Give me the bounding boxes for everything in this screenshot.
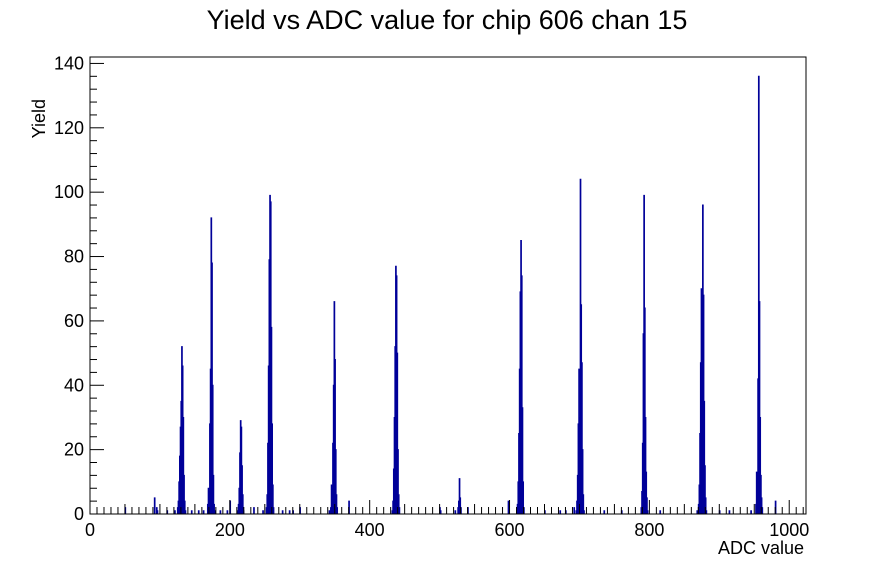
histogram-bin-89 xyxy=(458,478,461,514)
histogram-bin-61 xyxy=(328,510,331,514)
y-tick-label: 20 xyxy=(64,440,84,460)
histogram-bin-18 xyxy=(190,510,193,514)
x-tick-label: 200 xyxy=(215,520,245,540)
histogram-bin-155 xyxy=(758,301,761,514)
histogram-bin-29 xyxy=(212,474,215,514)
histogram-bin-80 xyxy=(396,352,399,514)
y-axis-label: Yield xyxy=(29,99,49,138)
histogram-bin-16 xyxy=(183,500,186,514)
y-tick-label: 40 xyxy=(64,375,84,395)
histogram-bin-102 xyxy=(521,407,524,514)
histogram-bin-58 xyxy=(288,510,291,514)
histogram-bin-86 xyxy=(454,510,457,514)
histogram-bin-69 xyxy=(334,449,337,514)
y-tick-label: 80 xyxy=(64,247,84,267)
histogram-bin-28 xyxy=(211,384,214,514)
histogram-bin-149 xyxy=(750,510,752,514)
x-tick-label: 1000 xyxy=(769,520,809,540)
histogram-bin-128 xyxy=(643,307,646,514)
histogram-bin-120 xyxy=(583,510,585,514)
histogram-bin-156 xyxy=(759,416,762,514)
histogram-bin-129 xyxy=(644,416,647,514)
x-axis-label: ADC value xyxy=(718,538,804,558)
histogram-bin-44 xyxy=(253,507,255,514)
histogram-bin-158 xyxy=(760,497,763,514)
histogram-bin-146 xyxy=(705,510,708,514)
histogram-bin-130 xyxy=(645,471,648,514)
histogram-bin-57 xyxy=(281,510,284,514)
histogram-bin-32 xyxy=(219,510,222,514)
histogram-bin-70 xyxy=(335,494,338,514)
histogram-bin-151 xyxy=(755,471,758,514)
histogram-bin-3 xyxy=(156,510,159,514)
histogram-bin-157 xyxy=(760,474,762,514)
histogram-bin-159 xyxy=(761,507,764,514)
histogram-bin-33 xyxy=(226,510,229,514)
histogram-bars xyxy=(124,75,777,514)
histogram-bin-106 xyxy=(559,510,562,514)
y-tick-label: 120 xyxy=(54,118,84,138)
histogram-bin-19 xyxy=(197,510,200,514)
histogram-bin-117 xyxy=(581,362,583,514)
histogram-bin-31 xyxy=(213,510,216,514)
plot-frame xyxy=(89,56,807,515)
histogram-bin-20 xyxy=(202,510,205,514)
histogram-bin-85 xyxy=(439,510,442,514)
histogram-bin-45 xyxy=(262,510,264,514)
histogram-bin-121 xyxy=(603,510,606,514)
histogram-bin-68 xyxy=(334,359,336,514)
histogram-bin-14 xyxy=(182,416,185,514)
histogram-bin-55 xyxy=(271,484,274,514)
histogram-bin-81 xyxy=(397,449,399,514)
histogram-bin-119 xyxy=(582,494,585,514)
histogram-bin-41 xyxy=(241,465,243,514)
histogram-bin-103 xyxy=(522,481,525,514)
histogram-bin-154 xyxy=(757,75,760,514)
histogram-bin-148 xyxy=(728,510,731,514)
y-tick-label: 60 xyxy=(64,311,84,331)
histogram-bin-131 xyxy=(646,497,648,514)
histogram-bin-133 xyxy=(659,510,662,514)
histogram-bin-118 xyxy=(581,449,584,514)
chart-title: Yield vs ADC value for chip 606 chan 15 xyxy=(207,5,688,35)
y-axis: 0 20 40 60 80 100 120 140 xyxy=(54,53,104,524)
x-tick-label: 600 xyxy=(495,520,525,540)
histogram-bin-15 xyxy=(183,474,185,514)
histogram-bin-93 xyxy=(507,500,510,514)
histogram-bin-101 xyxy=(520,275,523,514)
histogram-bin-83 xyxy=(398,507,401,514)
histogram-bin-108 xyxy=(573,507,576,514)
histogram-bin-132 xyxy=(646,510,649,514)
histogram-bin-71 xyxy=(336,507,339,514)
histogram-bin-42 xyxy=(241,494,244,514)
histogram-bin-82 xyxy=(397,494,400,514)
histogram-bin-56 xyxy=(272,507,275,514)
x-tick-label: 800 xyxy=(634,520,664,540)
histogram-bin-17 xyxy=(184,510,187,514)
histogram-bin-145 xyxy=(704,497,707,514)
x-tick-label: 400 xyxy=(355,520,385,540)
histogram-bin-143 xyxy=(703,400,706,514)
histogram-bin-1 xyxy=(153,497,156,514)
histogram-bin-53 xyxy=(270,326,273,514)
x-tick-label: 0 xyxy=(85,520,95,540)
histogram-bin-90 xyxy=(459,497,462,514)
y-tick-label: 100 xyxy=(54,182,84,202)
histogram-bin-54 xyxy=(271,423,273,514)
histogram-bin-144 xyxy=(704,465,706,514)
histogram-bin-30 xyxy=(213,503,215,514)
histogram-bin-134 xyxy=(696,510,699,514)
y-tick-label: 0 xyxy=(74,504,84,524)
histogram-bin-5 xyxy=(174,510,176,514)
y-tick-label: 140 xyxy=(54,53,84,73)
x-axis: 0 200 400 600 800 1000 xyxy=(85,500,809,540)
